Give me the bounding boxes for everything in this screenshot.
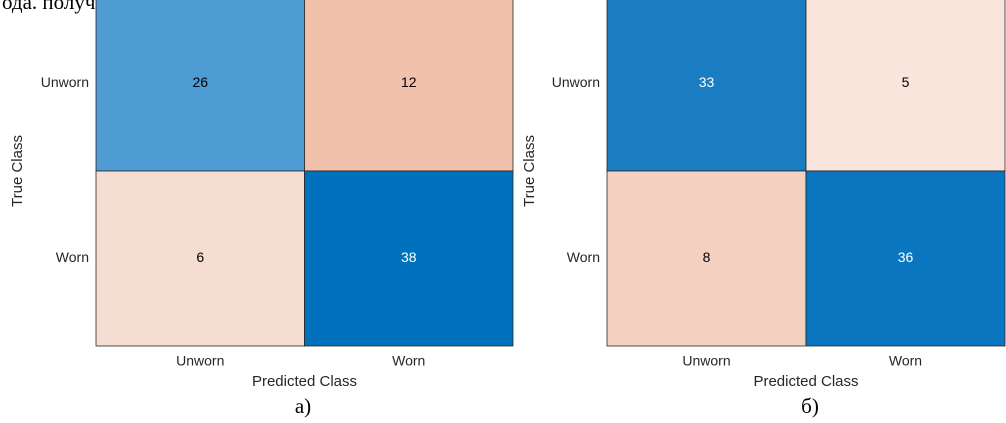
cell [95,170,305,347]
y-axis-label: True Class [521,135,538,207]
y-axis-label: True Class [9,135,26,207]
cell-label: 26 [192,74,208,90]
x-tick-label: Unworn [682,353,730,369]
y-tick-label: Worn [56,249,89,265]
cell [304,170,514,347]
y-tick-label: Unworn [41,74,89,90]
x-axis-label: Predicted Class [753,373,858,390]
cell-label: 38 [401,249,417,265]
cell [606,170,807,347]
cell-label: 33 [699,74,715,90]
y-tick-label: Unworn [552,74,600,90]
cell [805,0,1006,172]
x-tick-label: Worn [889,353,922,369]
cell-label: 12 [401,74,417,90]
x-tick-label: Unworn [176,353,224,369]
cell-label: 8 [703,249,711,265]
cell-label: 6 [196,249,204,265]
cell-label: 5 [902,74,910,90]
cell [805,170,1006,347]
caption: б) [801,394,819,418]
x-axis-label: Predicted Class [252,373,357,390]
cell-label: 36 [898,249,914,265]
caption: а) [295,394,311,418]
cell [304,0,514,172]
x-tick-label: Worn [392,353,425,369]
y-tick-label: Worn [567,249,600,265]
